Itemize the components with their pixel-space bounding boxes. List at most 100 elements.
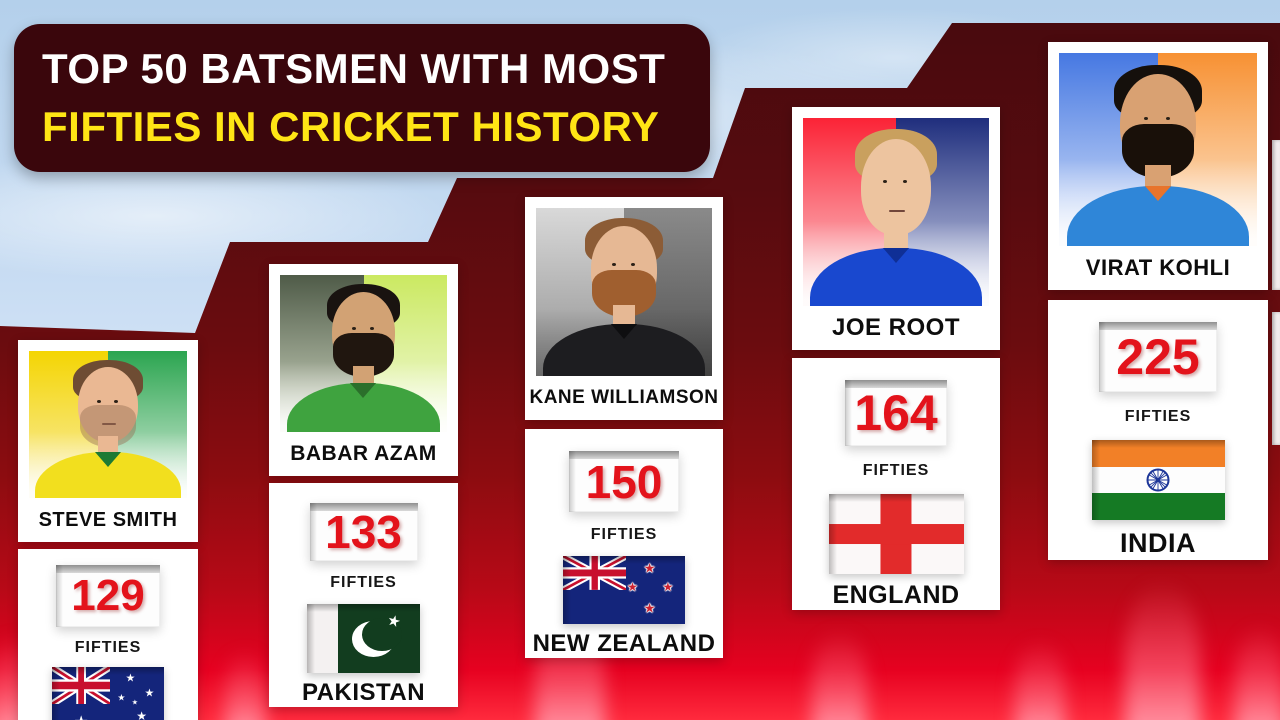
southern-cross-star: ★ xyxy=(662,579,674,594)
fifties-count: 150 xyxy=(585,455,663,508)
player-photo-card: JOE ROOT xyxy=(792,107,1000,350)
crescent-cutout xyxy=(362,618,402,652)
avatar-eye xyxy=(611,263,616,267)
southern-cross-star: ★ xyxy=(144,687,155,700)
fifties-label: FIFTIES xyxy=(330,574,397,592)
avatar-jersey xyxy=(286,383,441,432)
player-photo xyxy=(803,118,989,306)
player-name: STEVE SMITH xyxy=(38,508,178,531)
glow-streak xyxy=(225,650,265,720)
fifties-count: 133 xyxy=(325,506,402,559)
pakistan-flag: ★ xyxy=(307,604,420,673)
player-column-babar-azam: BABAR AZAM 133 FIFTIES ★ PAKISTAN xyxy=(269,264,458,707)
player-photo xyxy=(29,351,187,498)
glow-streak xyxy=(812,630,867,720)
avatar-eye xyxy=(96,399,101,403)
player-photo-card: VIRAT KOHLI xyxy=(1048,42,1268,290)
fifties-count: 129 xyxy=(71,571,145,620)
country-label: INDIA xyxy=(1120,528,1196,558)
fifties-count: 225 xyxy=(1116,329,1200,385)
player-avatar xyxy=(280,275,447,432)
player-photo xyxy=(536,208,712,376)
fifties-label: FIFTIES xyxy=(862,462,930,480)
player-column-steve-smith: STEVE SMITH 129 FIFTIES ★ ★ ★ ★ ★ xyxy=(18,340,198,720)
england-flag xyxy=(828,494,964,574)
union-jack xyxy=(52,667,111,704)
india-flag xyxy=(1091,440,1225,520)
australia-flag: ★ ★ ★ ★ ★ ★ xyxy=(52,667,164,720)
fifties-count: 164 xyxy=(854,385,938,442)
avatar-face xyxy=(860,138,932,235)
fifties-label: FIFTIES xyxy=(590,526,658,544)
avatar-eye xyxy=(370,326,375,330)
avatar-eye xyxy=(903,180,908,184)
player-stats-card: 225 FIFTIES xyxy=(1048,300,1268,560)
player-avatar xyxy=(29,351,187,498)
avatar-eye xyxy=(1144,116,1149,120)
avatar-mouth xyxy=(888,210,906,213)
avatar-jersey xyxy=(810,247,982,306)
avatar-mouth xyxy=(101,423,116,426)
player-photo-card: KANE WILLIAMSON xyxy=(525,197,723,420)
fifties-label: FIFTIES xyxy=(74,639,142,656)
player-column-joe-root: JOE ROOT 164 FIFTIES ENGLAND xyxy=(792,107,1000,610)
avatar-eye xyxy=(882,180,887,184)
country-label: ENGLAND xyxy=(832,581,960,609)
fifties-count-plaque: 150 xyxy=(569,451,679,513)
player-stats-card: 150 FIFTIES ★ ★ ★ ★ NEW ZEALAND xyxy=(525,429,723,658)
avatar-jersey xyxy=(35,452,181,498)
player-photo-card: BABAR AZAM xyxy=(269,264,458,476)
avatar-eye xyxy=(351,326,356,330)
player-photo xyxy=(1059,53,1257,246)
new-zealand-flag: ★ ★ ★ ★ xyxy=(563,556,685,624)
flag-green-band xyxy=(1091,493,1225,520)
glow-streak xyxy=(1125,580,1200,720)
glow-streak xyxy=(1015,640,1065,720)
fifties-label: FIFTIES xyxy=(1124,408,1192,425)
southern-cross-star: ★ xyxy=(131,699,139,707)
southern-cross-star: ★ xyxy=(136,708,147,720)
player-photo xyxy=(280,275,447,432)
player-avatar xyxy=(1059,53,1257,246)
player-photo-card: STEVE SMITH xyxy=(18,340,198,542)
glow-streak xyxy=(1235,625,1280,720)
partial-card-edge xyxy=(1272,312,1280,445)
southern-cross-star: ★ xyxy=(627,579,638,594)
country-label: NEW ZEALAND xyxy=(532,630,716,657)
country-label: PAKISTAN xyxy=(301,679,426,706)
avatar-eye xyxy=(114,399,119,403)
flag-hoist-band xyxy=(307,604,338,673)
avatar-jersey xyxy=(1066,186,1250,246)
avatar-eye xyxy=(1165,116,1170,120)
fifties-count-plaque: 225 xyxy=(1099,322,1217,392)
southern-cross-star: ★ xyxy=(117,692,126,703)
ashoka-chakra xyxy=(1146,468,1170,492)
fifties-count-plaque: 133 xyxy=(309,503,418,562)
player-column-kane-williamson: KANE WILLIAMSON 150 FIFTIES ★ ★ ★ ★ xyxy=(525,197,723,658)
avatar-jersey xyxy=(543,323,705,376)
player-name: BABAR AZAM xyxy=(290,442,437,465)
partial-card-edge xyxy=(1272,140,1280,290)
southern-cross-star: ★ xyxy=(643,600,656,616)
st-george-cross-horizontal xyxy=(828,524,964,545)
player-name: JOE ROOT xyxy=(831,314,961,341)
title-banner: TOP 50 BATSMEN WITH MOST FIFTIES IN CRIC… xyxy=(14,24,710,172)
title-line-1: TOP 50 BATSMEN WITH MOST xyxy=(42,45,666,92)
avatar-eye xyxy=(631,263,636,267)
flag-field: ★ xyxy=(337,604,420,673)
player-stats-card: 133 FIFTIES ★ PAKISTAN xyxy=(269,483,458,707)
player-avatar xyxy=(803,118,989,306)
southern-cross-star: ★ xyxy=(125,672,136,685)
union-jack xyxy=(563,556,627,591)
player-stats-card: 129 FIFTIES ★ ★ ★ ★ ★ ★ xyxy=(18,549,198,720)
flag-saffron-band xyxy=(1091,440,1225,467)
player-avatar xyxy=(536,208,712,376)
player-column-virat-kohli: VIRAT KOHLI 225 FIFTIES xyxy=(1048,42,1268,560)
flag-white-band xyxy=(1091,466,1225,494)
commonwealth-star: ★ xyxy=(74,715,88,720)
player-stats-card: 164 FIFTIES ENGLAND xyxy=(792,358,1000,610)
southern-cross-star: ★ xyxy=(643,560,656,576)
player-name: KANE WILLIAMSON xyxy=(529,387,719,408)
player-name: VIRAT KOHLI xyxy=(1085,255,1231,280)
fifties-count-plaque: 129 xyxy=(56,565,160,627)
